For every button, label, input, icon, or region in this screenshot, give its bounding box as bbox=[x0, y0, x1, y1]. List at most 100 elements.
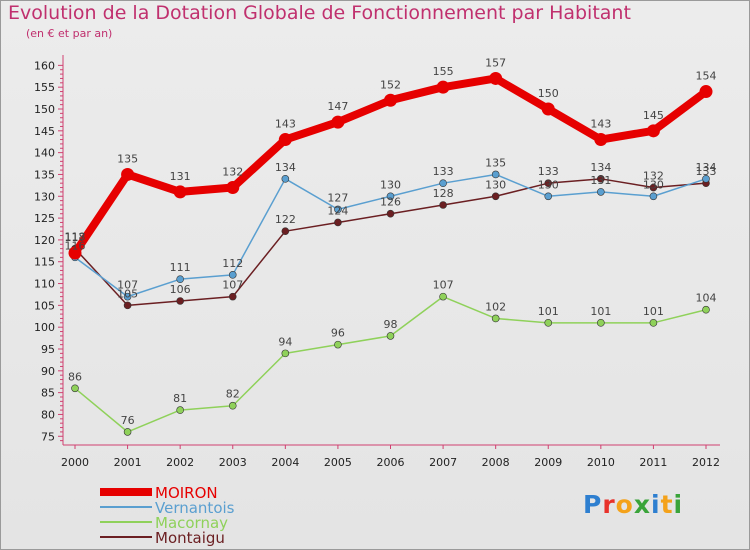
data-point bbox=[439, 179, 447, 187]
y-tick-label: 135 bbox=[34, 168, 55, 181]
data-label: 101 bbox=[643, 305, 664, 318]
data-label: 134 bbox=[590, 161, 611, 174]
series-moiron bbox=[68, 71, 713, 260]
data-point bbox=[649, 183, 658, 192]
data-point bbox=[436, 80, 450, 94]
legend-label: Macornay bbox=[155, 514, 228, 532]
y-tick-label: 125 bbox=[34, 212, 55, 225]
data-point bbox=[597, 319, 605, 327]
data-point bbox=[281, 349, 290, 358]
data-point bbox=[384, 93, 397, 107]
legend-label: Montaigu bbox=[155, 529, 225, 547]
x-tick-label: 2001 bbox=[114, 456, 142, 469]
x-tick-label: 2009 bbox=[534, 456, 562, 469]
data-label: 105 bbox=[117, 287, 138, 300]
data-label: 130 bbox=[643, 178, 664, 191]
data-label: 133 bbox=[433, 165, 454, 178]
data-label: 131 bbox=[590, 174, 611, 187]
proxiti-logo: Proxiti bbox=[583, 490, 683, 519]
data-point bbox=[71, 384, 79, 393]
series-montaigu bbox=[71, 175, 710, 310]
data-label: 152 bbox=[380, 78, 401, 91]
data-point bbox=[226, 181, 240, 195]
data-point bbox=[173, 185, 187, 199]
y-tick-label: 95 bbox=[41, 343, 55, 356]
data-label: 96 bbox=[331, 327, 345, 340]
data-point bbox=[228, 401, 237, 410]
data-point bbox=[68, 246, 82, 260]
y-tick-label: 120 bbox=[34, 234, 55, 247]
data-label: 133 bbox=[538, 165, 559, 178]
data-label: 150 bbox=[538, 87, 559, 100]
legend-label: Vernantois bbox=[155, 499, 235, 517]
data-label: 155 bbox=[433, 65, 454, 78]
y-tick-label: 140 bbox=[34, 147, 55, 160]
chart-subtitle: (en € et par an) bbox=[26, 27, 113, 40]
data-point bbox=[123, 428, 132, 436]
data-label: 117 bbox=[65, 231, 86, 244]
y-tick-label: 100 bbox=[34, 321, 55, 334]
data-point bbox=[278, 133, 292, 147]
y-tick-label: 150 bbox=[34, 103, 55, 116]
x-tick-label: 2006 bbox=[377, 456, 405, 469]
data-point bbox=[386, 209, 395, 218]
data-label: 130 bbox=[538, 178, 559, 191]
data-label: 133 bbox=[696, 165, 717, 178]
data-point bbox=[176, 297, 184, 305]
data-point bbox=[646, 124, 660, 138]
data-point bbox=[123, 292, 132, 301]
data-label: 127 bbox=[327, 191, 348, 204]
data-label: 94 bbox=[278, 335, 292, 348]
data-point bbox=[334, 218, 342, 227]
x-tick-label: 2000 bbox=[61, 456, 89, 469]
data-label: 116 bbox=[65, 239, 86, 252]
data-label: 101 bbox=[590, 305, 611, 318]
data-point bbox=[541, 102, 555, 116]
data-point bbox=[334, 340, 342, 349]
data-point bbox=[386, 192, 395, 201]
data-point bbox=[597, 175, 605, 183]
data-label: 98 bbox=[384, 318, 398, 331]
data-label: 107 bbox=[433, 279, 454, 292]
data-label: 107 bbox=[222, 279, 243, 292]
data-point bbox=[331, 115, 345, 129]
data-label: 154 bbox=[696, 70, 717, 83]
data-label: 86 bbox=[68, 370, 82, 383]
data-label: 130 bbox=[485, 178, 506, 191]
data-label: 145 bbox=[643, 109, 664, 122]
data-label: 143 bbox=[590, 118, 611, 131]
data-label: 106 bbox=[170, 283, 191, 296]
y-tick-label: 130 bbox=[34, 190, 55, 203]
data-point bbox=[121, 167, 135, 181]
data-label: 81 bbox=[173, 392, 187, 405]
data-label: 82 bbox=[226, 388, 240, 401]
logo-letter: r bbox=[602, 490, 616, 519]
data-label: 134 bbox=[275, 161, 296, 174]
data-point bbox=[699, 85, 713, 99]
data-point bbox=[176, 406, 184, 414]
x-tick-label: 2011 bbox=[639, 456, 667, 469]
logo-letter: i bbox=[673, 490, 684, 519]
data-label: 102 bbox=[485, 300, 506, 313]
data-point bbox=[491, 170, 500, 179]
y-tick-label: 105 bbox=[34, 299, 55, 312]
data-point bbox=[281, 175, 290, 183]
data-point bbox=[597, 188, 605, 196]
y-tick-label: 145 bbox=[34, 125, 55, 138]
data-point bbox=[649, 192, 658, 201]
data-point bbox=[176, 275, 184, 283]
logo-letter: i bbox=[651, 490, 661, 519]
axes: 75 80 85 90 95 100 105 110 115 120 125 130 135 140 145… bbox=[34, 55, 720, 469]
data-label: 135 bbox=[117, 152, 138, 165]
logo-letter: x bbox=[633, 490, 651, 519]
data-label: 130 bbox=[380, 178, 401, 191]
data-point bbox=[544, 179, 553, 187]
data-point bbox=[702, 305, 710, 314]
data-label: 126 bbox=[380, 196, 401, 209]
data-label: 131 bbox=[170, 170, 191, 183]
series-lines bbox=[68, 71, 713, 436]
